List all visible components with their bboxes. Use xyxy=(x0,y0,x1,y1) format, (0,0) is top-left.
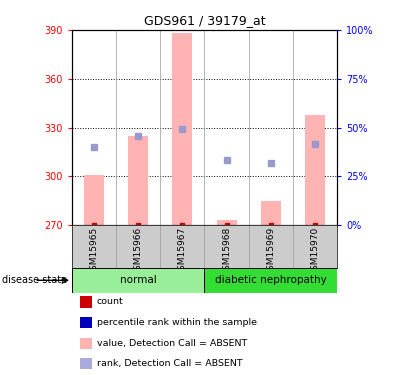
Text: GSM15967: GSM15967 xyxy=(178,227,187,276)
Text: GSM15969: GSM15969 xyxy=(266,227,275,276)
Bar xyxy=(72,268,205,292)
Bar xyxy=(205,268,337,292)
Bar xyxy=(84,175,104,225)
Text: normal: normal xyxy=(120,275,157,285)
Text: disease state: disease state xyxy=(2,275,67,285)
Text: GSM15970: GSM15970 xyxy=(310,227,319,276)
Text: count: count xyxy=(97,297,123,306)
Title: GDS961 / 39179_at: GDS961 / 39179_at xyxy=(144,15,265,27)
Bar xyxy=(217,220,236,225)
Text: GSM15966: GSM15966 xyxy=(134,227,143,276)
Text: GSM15965: GSM15965 xyxy=(90,227,99,276)
Text: GSM15968: GSM15968 xyxy=(222,227,231,276)
Bar xyxy=(128,136,148,225)
Text: percentile rank within the sample: percentile rank within the sample xyxy=(97,318,256,327)
Bar xyxy=(305,114,325,225)
Bar xyxy=(173,33,192,225)
Text: value, Detection Call = ABSENT: value, Detection Call = ABSENT xyxy=(97,339,247,348)
Text: rank, Detection Call = ABSENT: rank, Detection Call = ABSENT xyxy=(97,359,242,368)
Bar xyxy=(261,201,281,225)
Text: diabetic nephropathy: diabetic nephropathy xyxy=(215,275,327,285)
